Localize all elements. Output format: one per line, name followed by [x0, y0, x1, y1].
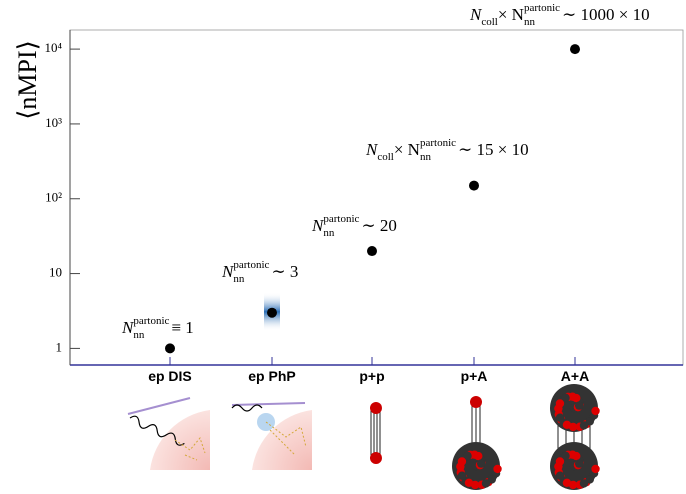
- nucleon: [591, 406, 600, 416]
- y-tick-label: 10³: [45, 115, 62, 130]
- y-tick-label: 10²: [45, 190, 62, 205]
- y-axis-label: ⟨nMPI⟩: [13, 40, 42, 120]
- x-tick-label: ep DIS: [148, 368, 192, 384]
- nucleon: [572, 393, 581, 403]
- point: [367, 246, 377, 257]
- nucleon: [575, 459, 584, 468]
- x-tick-label: ep PhP: [248, 368, 295, 384]
- nucleon: [561, 393, 570, 403]
- annotation: nn: [133, 329, 145, 341]
- nucleon: [572, 451, 581, 461]
- annotation: N: [311, 216, 325, 235]
- annotation: coll: [481, 16, 498, 28]
- annotation: N: [221, 262, 235, 281]
- annotation: nn: [233, 273, 245, 285]
- annotation: partonic: [133, 315, 169, 327]
- nucleon: [493, 464, 502, 474]
- nucleon: [487, 475, 497, 484]
- nucleon: [555, 457, 565, 466]
- annotation: N: [365, 140, 379, 159]
- nucleon: [591, 464, 600, 474]
- nucleon: [481, 479, 491, 488]
- annotation: ≡ 1: [171, 318, 193, 337]
- annotation: partonic: [233, 259, 269, 271]
- annotation: ∼ 1000 × 10: [562, 5, 650, 24]
- x-tick-label: A+A: [561, 368, 589, 384]
- nucleon: [562, 478, 572, 488]
- annotation: N: [469, 5, 483, 24]
- point: [570, 44, 580, 55]
- x-tick-label: p+p: [359, 368, 384, 384]
- nucleon: [555, 399, 565, 408]
- nucleon: [457, 457, 467, 466]
- nucleon: [579, 479, 589, 488]
- pp-sketch: [370, 402, 382, 464]
- annotation: N: [121, 318, 135, 337]
- annotation: nn: [323, 227, 335, 239]
- nucleon: [575, 401, 584, 410]
- ep-dis-sketch: [127, 397, 210, 470]
- ep-php-sketch: [231, 402, 312, 470]
- point: [267, 307, 277, 318]
- nucleon: [555, 471, 565, 480]
- x-tick-label: p+A: [461, 368, 488, 384]
- annotation: coll: [377, 151, 394, 163]
- point: [165, 343, 175, 354]
- point: [469, 180, 479, 191]
- annotation: partonic: [524, 2, 560, 14]
- nucleon: [561, 451, 570, 461]
- nucleon: [585, 475, 595, 484]
- y-tick-label: 10⁴: [44, 40, 62, 55]
- nucleon: [579, 421, 589, 430]
- annotation: nn: [524, 16, 536, 28]
- nucleon: [562, 420, 572, 430]
- y-tick-label: 10: [49, 265, 62, 280]
- nucleon: [585, 417, 595, 426]
- annotation: partonic: [323, 213, 359, 225]
- nucleon: [474, 451, 483, 461]
- nucleon: [457, 471, 467, 480]
- nucleon: [464, 478, 474, 488]
- nucleon: [555, 413, 565, 422]
- y-tick-label: 1: [56, 339, 63, 354]
- annotation: ∼ 3: [271, 262, 298, 281]
- annotation: × N: [498, 5, 524, 24]
- nucleon: [463, 451, 472, 461]
- illustrations: [127, 384, 600, 490]
- annotation: ∼ 15 × 10: [458, 140, 529, 159]
- annotation: nn: [420, 151, 432, 163]
- annotation: ∼ 20: [361, 216, 397, 235]
- annotation: × N: [394, 140, 420, 159]
- annotation: partonic: [420, 137, 456, 149]
- nucleon: [477, 459, 486, 468]
